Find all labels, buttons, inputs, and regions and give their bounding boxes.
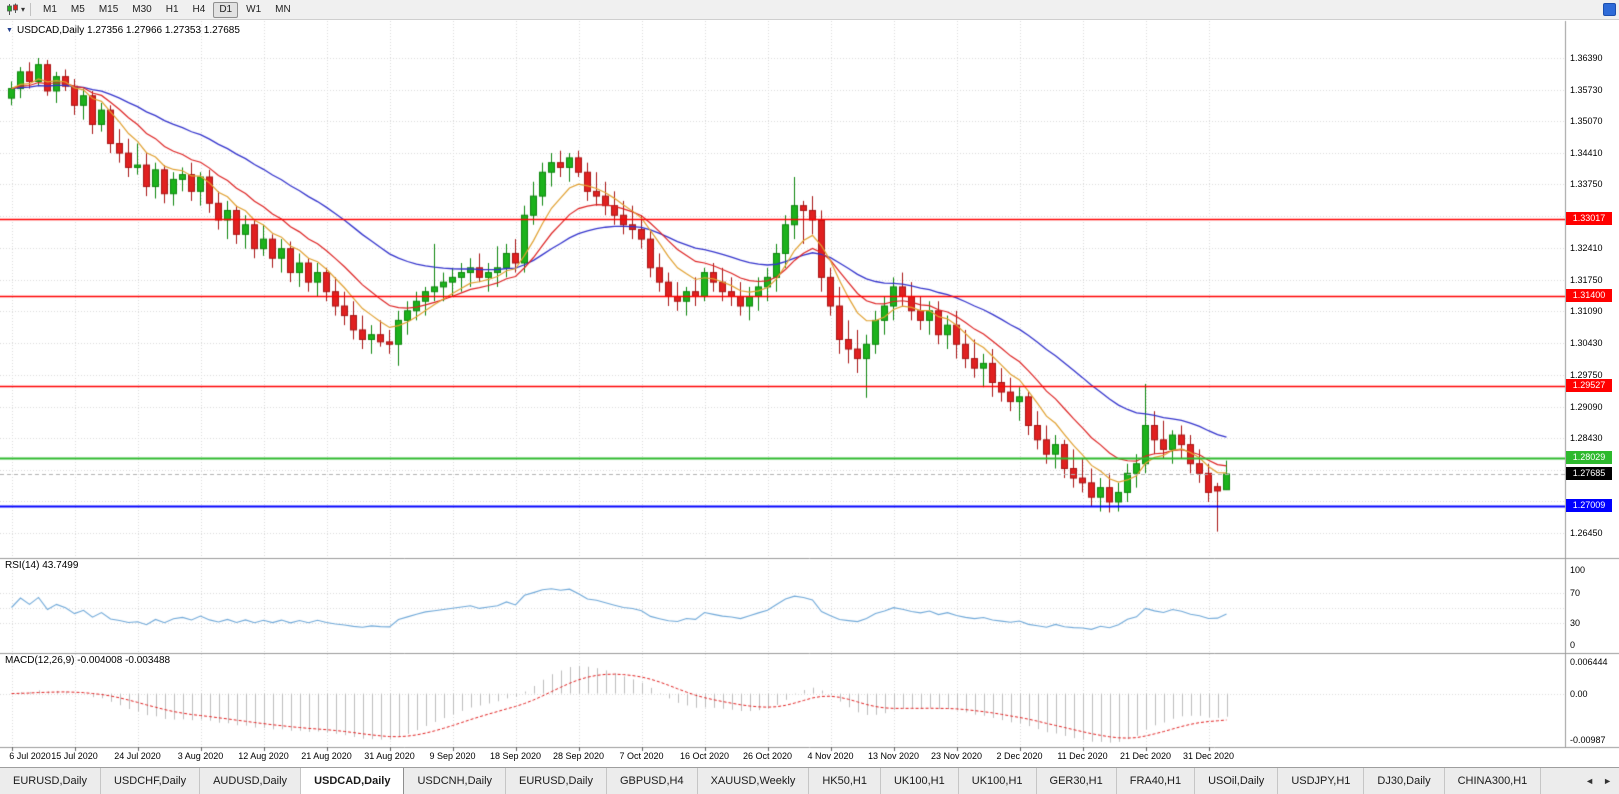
date-axis-label: 21 Dec 2020 (1119, 751, 1172, 761)
tab-hk50-h1[interactable]: HK50,H1 (809, 768, 881, 794)
timeframe-button-d1[interactable]: D1 (213, 1, 239, 18)
toolbar-blue-button[interactable] (1603, 3, 1616, 16)
tab-dj30-daily[interactable]: DJ30,Daily (1364, 768, 1445, 794)
dropdown-caret-icon[interactable]: ▾ (21, 5, 26, 14)
chart-type-icon[interactable] (3, 2, 21, 18)
macd-axis-label: 0.006444 (1570, 657, 1608, 667)
tab-eurusd-daily-2[interactable]: EURUSD,Daily (506, 768, 607, 794)
macd-axis-label: 0.00 (1570, 689, 1588, 699)
tab-usoil-daily[interactable]: USOil,Daily (1195, 768, 1279, 794)
timeframe-button-mn[interactable]: MN (269, 2, 297, 18)
price-line-badge: 1.29527 (1566, 379, 1612, 392)
rsi-axis-label: 0 (1570, 640, 1576, 650)
timeframe-button-h1[interactable]: H1 (160, 2, 185, 18)
price-axis-label: 1.35730 (1570, 85, 1603, 95)
chart-symbol-ohlc-label: USDCAD,Daily 1.27356 1.27966 1.27353 1.2… (17, 25, 240, 36)
date-axis-label: 11 Dec 2020 (1057, 751, 1108, 761)
rsi-axis-label: 30 (1570, 618, 1581, 628)
price-axis-label: 1.29750 (1570, 370, 1603, 380)
macd-indicator-label: MACD(12,26,9) -0.004008 -0.003488 (5, 655, 171, 666)
date-axis-label: 31 Aug 2020 (364, 751, 415, 761)
macd-axis-label: -0.00987 (1570, 735, 1606, 745)
price-chart-canvas[interactable] (0, 0, 1619, 767)
tab-ger30-h1[interactable]: GER30,H1 (1037, 768, 1117, 794)
date-axis-label: 15 Jul 2020 (51, 751, 98, 761)
timeframe-button-m5[interactable]: M5 (65, 2, 91, 18)
tab-china300-h1[interactable]: CHINA300,H1 (1445, 768, 1542, 794)
price-axis-label: 1.30430 (1570, 338, 1603, 348)
chart-marker-icon: ▼ (6, 27, 13, 34)
date-axis-label: 6 Jul 2020 (9, 751, 51, 761)
price-axis-label: 1.29090 (1570, 402, 1603, 412)
tab-scroll-arrows: ◄ ► (1578, 768, 1619, 794)
price-axis-label: 1.26450 (1570, 528, 1603, 538)
date-axis-label: 31 Dec 2020 (1182, 751, 1235, 761)
toolbar-separator (30, 3, 32, 16)
date-axis-label: 18 Sep 2020 (489, 751, 542, 761)
date-axis-label: 2 Dec 2020 (996, 751, 1043, 761)
tab-eurusd-daily[interactable]: EURUSD,Daily (0, 768, 101, 794)
price-axis-label: 1.36390 (1570, 53, 1603, 63)
date-axis-label: 28 Sep 2020 (552, 751, 605, 761)
date-axis-label: 9 Sep 2020 (429, 751, 476, 761)
price-line-badge: 1.27009 (1566, 499, 1612, 512)
timeframe-button-m30[interactable]: M30 (126, 2, 157, 18)
date-axis-label: 12 Aug 2020 (238, 751, 289, 761)
date-axis-label: 26 Oct 2020 (742, 751, 793, 761)
date-axis-label: 23 Nov 2020 (930, 751, 983, 761)
tab-usdcad-daily[interactable]: USDCAD,Daily (301, 768, 405, 794)
tab-fra40-h1[interactable]: FRA40,H1 (1117, 768, 1196, 794)
price-line-badge: 1.33017 (1566, 212, 1612, 225)
price-axis-label: 1.28430 (1570, 433, 1603, 443)
price-axis-label: 1.31750 (1570, 275, 1603, 285)
rsi-indicator-label: RSI(14) 43.7499 (5, 560, 79, 571)
price-axis-label: 1.31090 (1570, 306, 1603, 316)
tab-xauusd-weekly[interactable]: XAUUSD,Weekly (698, 768, 810, 794)
date-axis-label: 24 Jul 2020 (114, 751, 161, 761)
symbol-tabbar: EURUSD,Daily USDCHF,Daily AUDUSD,Daily U… (0, 767, 1619, 794)
price-axis-label: 1.34410 (1570, 148, 1603, 158)
tab-usdcnh-daily[interactable]: USDCNH,Daily (404, 768, 507, 794)
price-axis-label: 1.32410 (1570, 243, 1603, 253)
tab-scroll-right-icon[interactable]: ► (1603, 776, 1612, 786)
timeframe-button-m1[interactable]: M1 (37, 2, 63, 18)
price-line-badge: 1.28029 (1566, 451, 1612, 464)
price-axis-label: 1.35070 (1570, 116, 1603, 126)
tab-gbpusd-h4[interactable]: GBPUSD,H4 (607, 768, 698, 794)
rsi-axis-label: 100 (1570, 565, 1586, 575)
tab-uk100-h1-2[interactable]: UK100,H1 (959, 768, 1037, 794)
tab-scroll-left-icon[interactable]: ◄ (1585, 776, 1595, 786)
tab-audusd-daily[interactable]: AUDUSD,Daily (200, 768, 302, 794)
date-axis-label: 21 Aug 2020 (301, 751, 352, 761)
price-line-badge: 1.31400 (1566, 289, 1612, 302)
toolbar: ▾ M1 M5 M15 M30 H1 H4 D1 W1 MN (0, 0, 1619, 20)
tab-uk100-h1[interactable]: UK100,H1 (881, 768, 959, 794)
date-axis-label: 3 Aug 2020 (177, 751, 224, 761)
date-axis-label: 7 Oct 2020 (619, 751, 664, 761)
tab-usdjpy-h1[interactable]: USDJPY,H1 (1278, 768, 1365, 794)
timeframe-button-w1[interactable]: W1 (240, 2, 267, 18)
date-axis-label: 4 Nov 2020 (807, 751, 854, 761)
rsi-axis-label: 70 (1570, 588, 1581, 598)
price-axis-label: 1.33750 (1570, 179, 1603, 189)
tab-usdchf-daily[interactable]: USDCHF,Daily (101, 768, 201, 794)
date-axis-label: 13 Nov 2020 (867, 751, 920, 761)
current-price-badge: 1.27685 (1566, 467, 1612, 480)
timeframe-button-m15[interactable]: M15 (93, 2, 124, 18)
timeframe-button-h4[interactable]: H4 (187, 2, 212, 18)
date-axis-label: 16 Oct 2020 (679, 751, 730, 761)
